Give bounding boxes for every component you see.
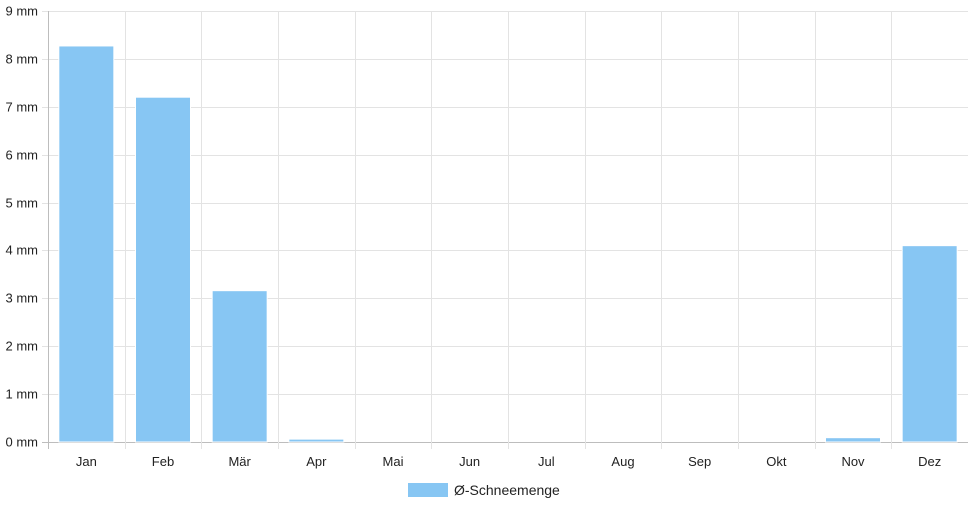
x-axis-ticks: Jan Feb Mär Apr Mai Jun Jul Aug Sep Okt Nov Dez [76, 454, 941, 469]
bar-3[interactable] [211, 290, 268, 443]
x-tick-label: Dez [918, 454, 941, 469]
x-tick-label: Nov [841, 454, 865, 469]
bars [58, 45, 958, 443]
x-tick-label: Mär [228, 454, 251, 469]
y-tick-label: 9 mm [6, 4, 39, 19]
y-tick-label: 4 mm [6, 243, 39, 258]
legend-label: Ø-Schneemenge [454, 482, 560, 498]
bar-12[interactable] [901, 245, 958, 443]
x-tick-label: Aug [611, 454, 634, 469]
y-tick-label: 5 mm [6, 196, 39, 211]
x-tick-label: Jan [76, 454, 97, 469]
bar-2[interactable] [135, 96, 191, 443]
bar-1[interactable] [58, 45, 115, 443]
x-tick-label: Mai [383, 454, 404, 469]
x-tick-label: Jun [459, 454, 480, 469]
grid-lines [42, 11, 968, 449]
y-tick-label: 2 mm [6, 339, 39, 354]
bar-4[interactable] [288, 438, 345, 443]
legend-swatch [408, 483, 448, 497]
x-tick-label: Feb [152, 454, 174, 469]
x-tick-label: Apr [306, 454, 327, 469]
y-tick-label: 3 mm [6, 291, 39, 306]
y-axis-ticks: 0 mm 1 mm 2 mm 3 mm 4 mm 5 mm 6 mm 7 mm 8 mm 9 mm [6, 4, 39, 450]
y-tick-label: 0 mm [6, 435, 39, 450]
x-tick-label: Okt [766, 454, 787, 469]
y-tick-label: 8 mm [6, 52, 39, 67]
y-tick-label: 7 mm [6, 100, 39, 115]
bar-11[interactable] [825, 437, 881, 443]
y-tick-label: 1 mm [6, 387, 39, 402]
y-tick-label: 6 mm [6, 148, 39, 163]
x-tick-label: Jul [538, 454, 555, 469]
x-tick-label: Sep [688, 454, 711, 469]
legend[interactable]: Ø-Schneemenge [408, 482, 560, 498]
